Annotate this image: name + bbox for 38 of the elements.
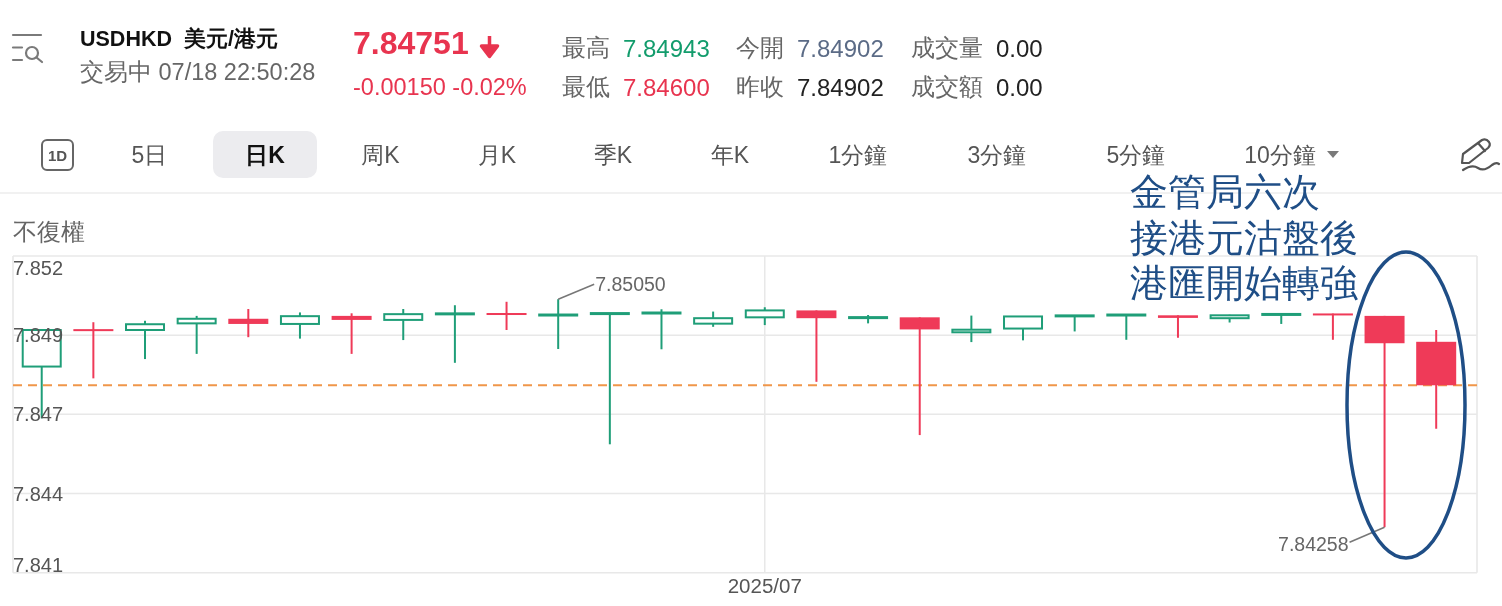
text: 1分鐘 (828, 142, 888, 168)
text: 10分鐘 (1244, 142, 1316, 168)
x-tick-label: 2025/07 (727, 573, 802, 597)
text: 7.84902 (797, 73, 884, 101)
text: 周K (361, 142, 401, 168)
text: 不復權 (13, 219, 85, 245)
text: 日K (245, 142, 286, 168)
text: 月K (477, 142, 517, 168)
text: 成交量 (911, 35, 983, 61)
text: 今開 (736, 35, 784, 61)
text: 7.84600 (623, 73, 710, 101)
text: -0.00150 -0.02% (353, 73, 527, 100)
y-tick-label: 7.841 (13, 553, 64, 576)
chart-subtitle: 交易中 07/18 22:50:28 (80, 59, 316, 85)
text: 昨收 (736, 74, 784, 100)
y-tick-label: 7.847 (13, 403, 64, 426)
text: 7.84902 (797, 34, 884, 62)
y-tick-label: 7.852 (13, 257, 64, 279)
y-tick-label: 7.844 (13, 482, 64, 505)
text: 7.84751 (353, 25, 469, 61)
annotation: 7.85050 (595, 273, 666, 296)
text: 最高 (562, 35, 610, 61)
text: 0.00 (996, 34, 1043, 62)
text: 金管局六次 (1130, 171, 1320, 213)
text: 0.00 (996, 73, 1043, 101)
text: 最低 (562, 74, 610, 100)
chart-title: USDHKD 美元/港元 (80, 26, 278, 51)
text: 季K (593, 142, 633, 168)
text: 1D (47, 147, 68, 164)
text: 7.84943 (623, 34, 710, 62)
annotation: 7.84258 (1278, 533, 1349, 556)
text: 5日 (131, 142, 168, 168)
annotation: 港匯開始轉強 (1130, 262, 1358, 304)
text: 3分鐘 (967, 142, 1027, 168)
text: 年K (710, 142, 750, 168)
text: 成交額 (911, 74, 983, 100)
annotation: 接港元沽盤後 (1130, 217, 1358, 259)
text: 5分鐘 (1106, 142, 1166, 168)
